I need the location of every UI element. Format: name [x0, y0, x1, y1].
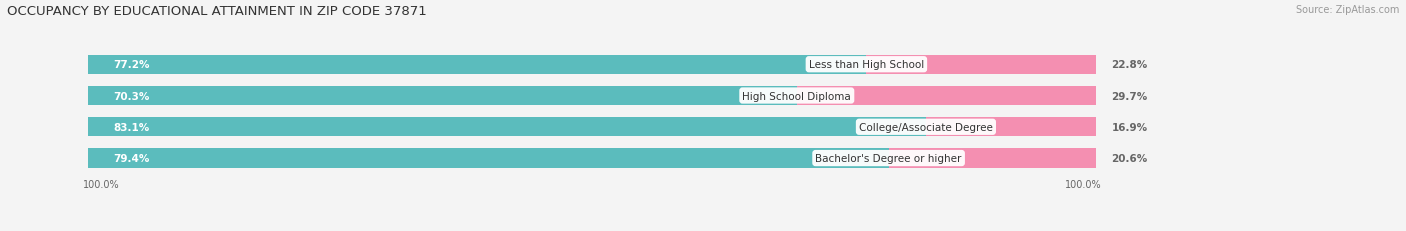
Text: 79.4%: 79.4%: [112, 153, 149, 163]
Bar: [87, 86, 1097, 106]
Text: 100.0%: 100.0%: [1064, 179, 1101, 189]
Bar: [889, 149, 1097, 168]
Bar: [797, 86, 1097, 106]
Text: 29.7%: 29.7%: [1112, 91, 1147, 101]
Text: 16.9%: 16.9%: [1112, 122, 1147, 132]
Text: Bachelor's Degree or higher: Bachelor's Degree or higher: [815, 153, 962, 163]
Text: Less than High School: Less than High School: [808, 60, 924, 70]
Bar: [87, 55, 866, 75]
Text: 77.2%: 77.2%: [112, 60, 149, 70]
Text: 100.0%: 100.0%: [83, 179, 120, 189]
Bar: [927, 118, 1097, 137]
Bar: [87, 149, 889, 168]
Text: 22.8%: 22.8%: [1112, 60, 1147, 70]
Bar: [87, 149, 1097, 168]
Bar: [87, 118, 1097, 137]
Bar: [87, 118, 927, 137]
Text: High School Diploma: High School Diploma: [742, 91, 851, 101]
Text: OCCUPANCY BY EDUCATIONAL ATTAINMENT IN ZIP CODE 37871: OCCUPANCY BY EDUCATIONAL ATTAINMENT IN Z…: [7, 5, 427, 18]
Bar: [87, 86, 797, 106]
Text: College/Associate Degree: College/Associate Degree: [859, 122, 993, 132]
Text: 83.1%: 83.1%: [112, 122, 149, 132]
Text: 20.6%: 20.6%: [1112, 153, 1147, 163]
Bar: [87, 55, 1097, 75]
Bar: [866, 55, 1097, 75]
Text: Source: ZipAtlas.com: Source: ZipAtlas.com: [1295, 5, 1399, 15]
Text: 70.3%: 70.3%: [112, 91, 149, 101]
